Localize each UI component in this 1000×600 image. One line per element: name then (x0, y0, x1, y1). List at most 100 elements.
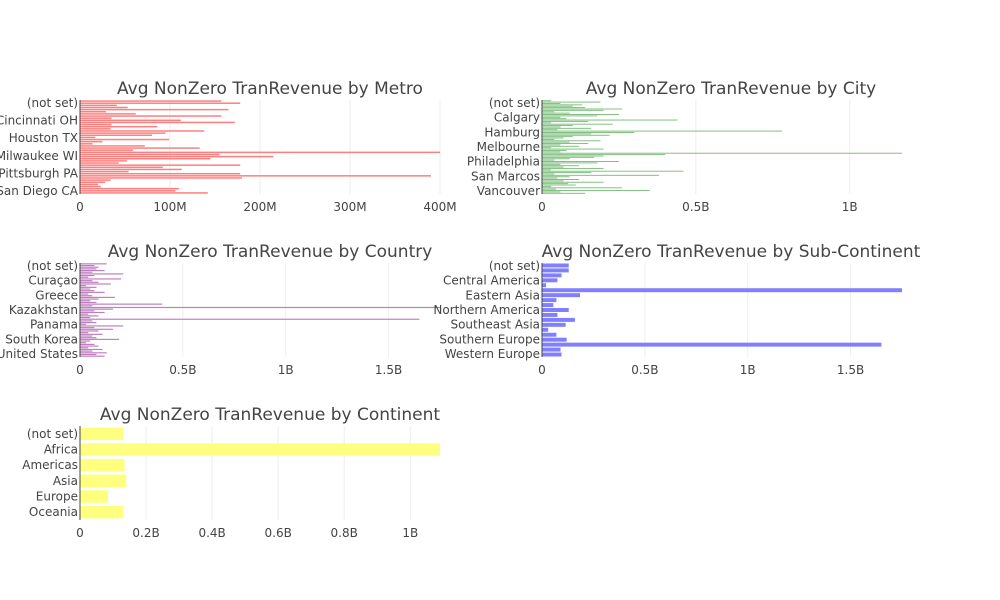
bar (80, 158, 211, 160)
bar (542, 293, 581, 298)
bar (80, 311, 105, 314)
bar (80, 179, 111, 181)
x-tick-label: 100M (153, 200, 186, 214)
y-tick-label: San Diego CA (0, 184, 79, 198)
bar (80, 295, 93, 297)
y-tick-label: Southeast Asia (450, 318, 540, 332)
bar (542, 144, 561, 146)
bar (80, 291, 105, 293)
bar (80, 296, 115, 298)
bar (80, 474, 127, 488)
bar (542, 137, 564, 139)
x-tick-label: 0.5B (631, 363, 658, 377)
y-tick-label: Western Europe (445, 347, 540, 361)
x-tick-label: 0.5B (682, 200, 709, 214)
chart-title: Avg NonZero TranRevenue by Country (108, 242, 433, 262)
y-tick-label: South Korea (5, 332, 78, 346)
bar (80, 177, 242, 179)
bar (80, 166, 163, 169)
bar (542, 158, 570, 160)
y-tick-label: San Marcos (471, 169, 540, 183)
bar (542, 141, 570, 143)
bar (80, 263, 107, 265)
bar (80, 151, 440, 154)
bar (80, 427, 123, 441)
bar (542, 132, 635, 133)
bar (542, 170, 684, 172)
bar (80, 102, 241, 104)
y-tick-label: Africa (44, 443, 78, 457)
y-tick-label: Milwaukee WI (0, 149, 78, 163)
bar (80, 115, 222, 117)
bar (80, 327, 95, 329)
bar (542, 147, 552, 149)
bar (80, 286, 97, 288)
bar (542, 312, 558, 317)
bar (542, 169, 552, 171)
bar (542, 177, 558, 179)
y-tick-label: (not set) (489, 259, 540, 273)
bar (542, 184, 576, 186)
bar (542, 183, 569, 185)
bar (80, 443, 440, 456)
bar (542, 179, 579, 180)
bar (542, 140, 601, 142)
bar (542, 347, 561, 352)
bar (542, 278, 558, 283)
bar (542, 172, 592, 174)
y-tick-label: Pittsburgh PA (0, 166, 79, 180)
bar (80, 190, 176, 192)
bar (542, 174, 659, 176)
bar (80, 353, 97, 356)
bar (542, 342, 882, 347)
bar (80, 269, 105, 272)
bar (542, 167, 604, 169)
y-tick-label: Curaçao (28, 274, 78, 288)
bar (80, 273, 124, 275)
bar (542, 151, 561, 153)
bar (80, 288, 91, 290)
bar (542, 134, 610, 136)
bar (80, 275, 95, 277)
bar (80, 132, 166, 134)
bar (542, 273, 562, 278)
bar (542, 352, 562, 357)
bar (542, 101, 601, 103)
bar (80, 343, 95, 345)
y-tick-label: Oceania (29, 505, 78, 519)
x-tick-label: 0.2B (132, 526, 159, 540)
bar (80, 348, 103, 351)
bar (542, 337, 567, 342)
bar (542, 303, 554, 308)
bar (80, 143, 93, 145)
bar (542, 191, 561, 193)
bar (542, 148, 604, 150)
bar (542, 152, 902, 154)
bar (80, 125, 158, 128)
x-tick-label: 0 (76, 200, 84, 214)
y-tick-label: Kazakhstan (9, 303, 78, 317)
bar (80, 192, 208, 194)
bar (80, 315, 99, 317)
bar (542, 263, 569, 268)
x-tick-label: 0.4B (198, 526, 225, 540)
bar (542, 332, 557, 337)
bar (80, 318, 420, 320)
bar (542, 165, 579, 167)
bar (80, 108, 229, 111)
y-tick-label: Americas (22, 458, 78, 472)
bar (542, 129, 558, 131)
bar (542, 163, 561, 165)
subplot-1: San Diego CA Pittsburgh PA Milwaukee WI Hou… (0, 79, 457, 214)
bar (80, 170, 129, 173)
bar (542, 102, 561, 104)
bar (542, 155, 604, 157)
bar (80, 136, 96, 139)
y-tick-label: (not set) (27, 427, 78, 441)
bar (80, 316, 91, 319)
bar (542, 138, 555, 140)
bar (542, 162, 598, 164)
x-tick-label: 0.5B (169, 363, 196, 377)
